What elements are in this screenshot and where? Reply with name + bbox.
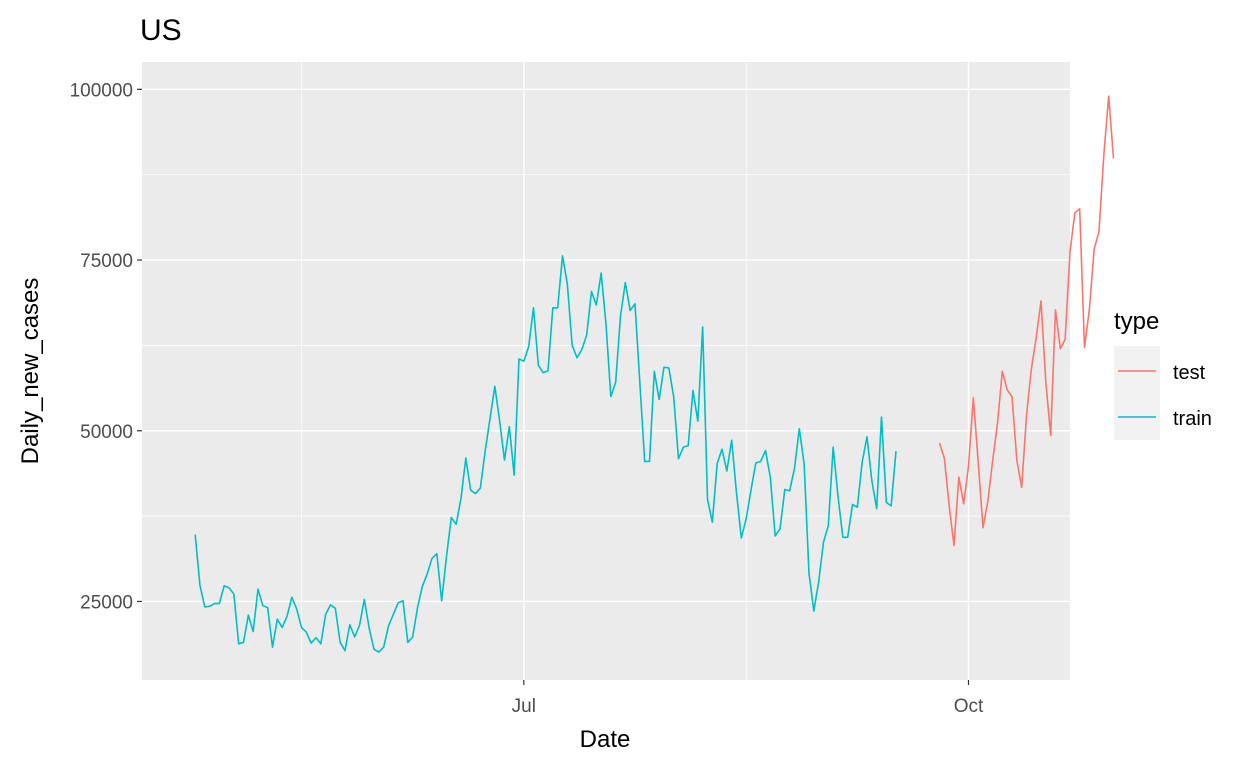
y-tick-label: 75000 — [80, 251, 133, 272]
y-axis-title: Daily_new_cases — [17, 278, 44, 465]
x-tick-label: Oct — [954, 696, 984, 717]
legend-key-background — [1114, 346, 1160, 440]
x-tick-label: Jul — [512, 696, 536, 717]
series-lines — [194, 95, 1115, 653]
chart-title: US — [140, 14, 182, 47]
series-line-train — [194, 255, 897, 653]
x-axis-ticks: Jul Oct — [512, 680, 984, 717]
y-tick-label: 50000 — [80, 422, 133, 443]
legend: type test train — [1114, 308, 1212, 440]
plot-panel — [142, 62, 1070, 680]
y-tick-label: 25000 — [80, 592, 133, 613]
series-line-test — [938, 95, 1115, 547]
minor-gridlines — [142, 62, 1070, 680]
major-gridlines — [142, 62, 1070, 680]
legend-label-test: test — [1173, 362, 1206, 384]
legend-label-train: train — [1173, 408, 1212, 430]
y-axis-ticks: 25000 50000 75000 100000 — [70, 80, 142, 613]
x-axis-title: Date — [580, 726, 631, 753]
y-tick-label: 100000 — [70, 80, 133, 101]
legend-title: type — [1114, 308, 1159, 335]
